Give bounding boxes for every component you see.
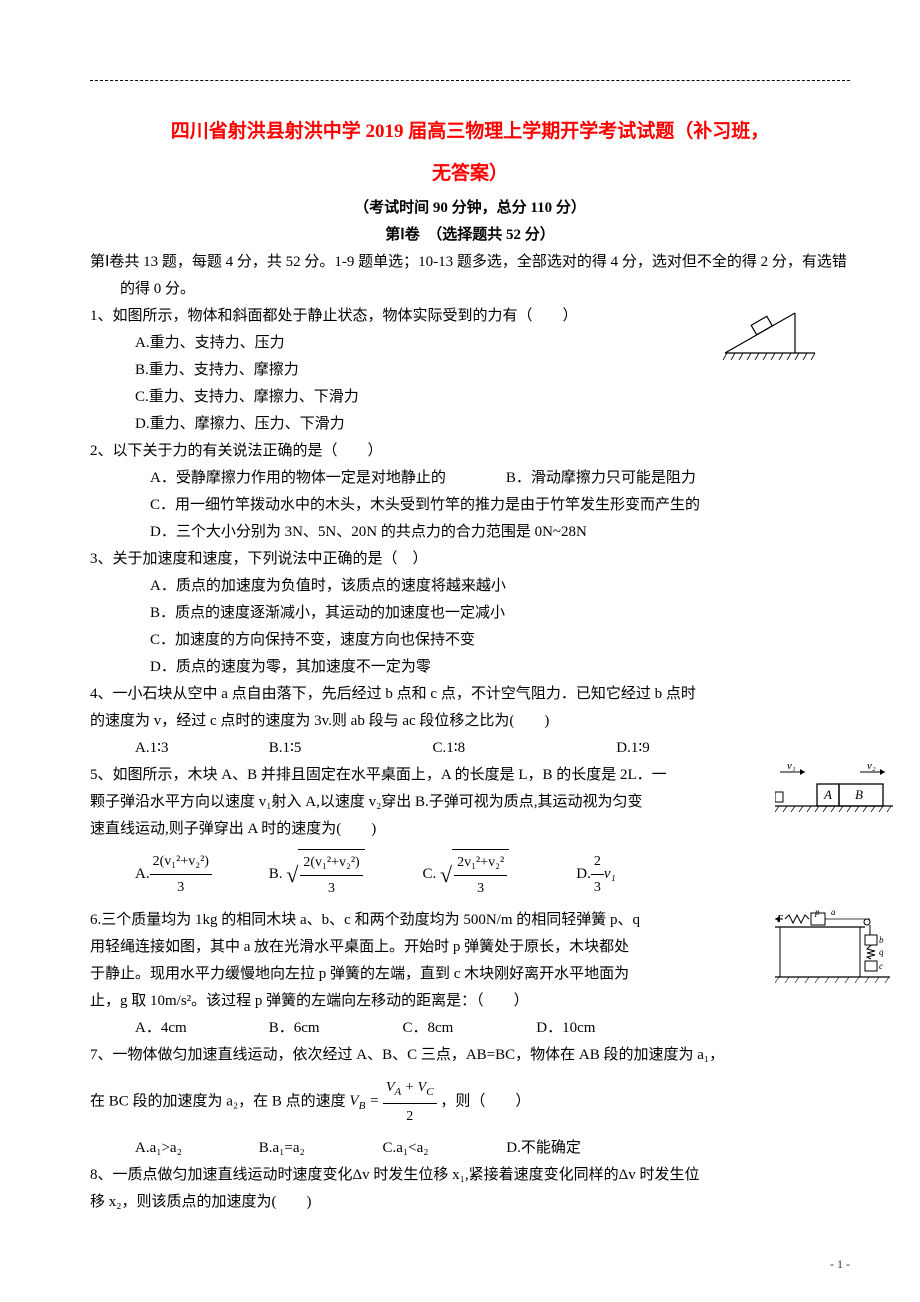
q4-stem1: 4、一小石块从空中 a 点自由落下，先后经过 b 点和 c 点，不计空气阻力．已… — [90, 681, 850, 708]
q3-opt-c: C．加速度的方向保持不变，速度方向也保持不变 — [90, 627, 850, 654]
q7-opt-a: A.a₁>a₂ — [135, 1135, 255, 1162]
q4-opt-a: A.1∶3 — [135, 735, 265, 762]
q2-opt-b: C．用一细竹竿拨动水中的木头，木头受到竹竿的推力是由于竹竿发生形变而产生的 — [90, 492, 850, 519]
svg-text:A: A — [823, 787, 832, 802]
q7-formula-num: VA + VC — [383, 1075, 437, 1104]
instructions: 第Ⅰ卷共 13 题，每题 4 分，共 52 分。1-9 题单选；10-13 题多… — [90, 249, 850, 303]
q7-stem1: 7、一物体做匀加速直线运动，依次经过 A、B、C 三点，AB=BC，物体在 AB… — [90, 1042, 850, 1069]
question-2: 2、以下关于力的有关说法正确的是（ ） A．受静摩擦力作用的物体一定是对地静止的… — [90, 438, 850, 546]
page-number: - 1 - — [830, 1257, 850, 1272]
q3-opt-a: A．质点的加速度为负值时，该质点的速度将越来越小 — [90, 573, 850, 600]
svg-text:q: q — [879, 947, 884, 957]
svg-text:B: B — [855, 787, 863, 802]
q3-opt-d: D．质点的速度为零，其加速度不一定为零 — [90, 654, 850, 681]
q5-stem2: 颗子弹沿水平方向以速度 v₁射入 A,以速度 v₂穿出 B.子弹可视为质点,其运… — [90, 789, 850, 816]
bullet-blocks-figure-icon: v₁ v₂ A B — [775, 762, 895, 817]
q7-opt-b: B.a₁=a₂ — [259, 1135, 379, 1162]
q6-opt-a: A．4cm — [135, 1015, 265, 1042]
main-title-line2: 无答案） — [90, 153, 850, 195]
q3-stem: 3、关于加速度和速度，下列说法中正确的是（ ） — [90, 546, 850, 573]
q4-options: A.1∶3 B.1∶5 C.1∶8 D.1∶9 — [90, 735, 850, 762]
question-4: 4、一小石块从空中 a 点自由落下，先后经过 b 点和 c 点，不计空气阻力．已… — [90, 681, 850, 762]
q5-opt-a: A.2(v₁²+v₂²)3 — [135, 849, 265, 900]
header-dash-line — [90, 80, 850, 81]
q8-stem2: 移 x₂，则该质点的加速度为( ) — [90, 1189, 850, 1216]
q2-stem: 2、以下关于力的有关说法正确的是（ ） — [90, 438, 850, 465]
svg-text:c: c — [879, 961, 883, 971]
q4-opt-d: D.1∶9 — [616, 735, 650, 762]
q1-opt-d: D.重力、摩擦力、压力、下滑力 — [90, 411, 850, 438]
q6-options: A．4cm B．6cm C．8cm D．10cm — [90, 1015, 850, 1042]
q2-opt-a: A．受静摩擦力作用的物体一定是对地静止的 B．滑动摩擦力只可能是阻力 — [90, 465, 850, 492]
q3-opt-b: B．质点的速度逐渐减小，其运动的加速度也一定减小 — [90, 600, 850, 627]
q5-opt-d: D.23v₁ — [576, 849, 615, 900]
svg-text:v₁: v₁ — [787, 762, 796, 772]
svg-text:b: b — [879, 935, 884, 945]
question-1: 1、如图所示，物体和斜面都处于静止状态，物体实际受到的力有（ ） A.重力、支持… — [90, 303, 850, 438]
question-7: 7、一物体做匀加速直线运动，依次经过 A、B、C 三点，AB=BC，物体在 AB… — [90, 1042, 850, 1162]
q8-stem1: 8、一质点做匀加速直线运动时速度变化Δv 时发生位移 x₁,紧接着速度变化同样的… — [90, 1162, 850, 1189]
q5-options: A.2(v₁²+v₂²)3 B. √2(v₁²+v₂²)3 C. √2v₁²+v… — [90, 843, 850, 907]
svg-text:v₂: v₂ — [867, 762, 876, 772]
exam-page: 四川省射洪县射洪中学 2019 届高三物理上学期开学考试试题（补习班， 无答案）… — [0, 0, 920, 1302]
section-heading: 第Ⅰ卷 （选择题共 52 分） — [90, 222, 850, 249]
q4-stem2: 的速度为 v，经过 c 点时的速度为 3v.则 ab 段与 ac 段位移之比为(… — [90, 708, 850, 735]
q7-opt-c: C.a₁<a₂ — [383, 1135, 503, 1162]
q7-options: A.a₁>a₂ B.a₁=a₂ C.a₁<a₂ D.不能确定 — [90, 1135, 850, 1162]
q5-opt-b: B. √2(v₁²+v₂²)3 — [269, 849, 419, 901]
q6-opt-d: D．10cm — [536, 1015, 595, 1042]
question-8: 8、一质点做匀加速直线运动时速度变化Δv 时发生位移 x₁,紧接着速度变化同样的… — [90, 1162, 850, 1216]
q6-stem2: 用轻绳连接如图，其中 a 放在光滑水平桌面上。开始时 p 弹簧处于原长，木块都处 — [90, 934, 850, 961]
svg-text:a: a — [831, 907, 836, 917]
q5-opt-c: C. √2v₁²+v₂²3 — [423, 849, 573, 901]
q5-stem1: 5、如图所示，木块 A、B 并排且固定在水平桌面上，A 的长度是 L，B 的长度… — [90, 762, 850, 789]
spring-system-figure-icon: F p a b q c — [775, 907, 890, 987]
q7-formula: VB = — [349, 1093, 383, 1109]
question-3: 3、关于加速度和速度，下列说法中正确的是（ ） A．质点的加速度为负值时，该质点… — [90, 546, 850, 681]
q1-opt-c: C.重力、支持力、摩擦力、下滑力 — [90, 384, 850, 411]
q5-stem3: 速直线运动,则子弹穿出 A 时的速度为( ) — [90, 816, 850, 843]
question-6: 6.三个质量均为 1kg 的相同木块 a、b、c 和两个劲度均为 500N/m … — [90, 907, 850, 1042]
svg-text:p: p — [814, 907, 820, 917]
q2-opt-c: D．三个大小分别为 3N、5N、20N 的共点力的合力范围是 0N~28N — [90, 519, 850, 546]
q7-stem2: 在 BC 段的加速度为 a₂，在 B 点的速度 VB = VA + VC2 ，则… — [90, 1069, 850, 1135]
incline-figure-icon — [715, 298, 825, 368]
question-5: 5、如图所示，木块 A、B 并排且固定在水平桌面上，A 的长度是 L，B 的长度… — [90, 762, 850, 907]
duration-info: （考试时间 90 分钟，总分 110 分） — [90, 195, 850, 222]
q4-opt-b: B.1∶5 — [269, 735, 429, 762]
q6-opt-b: B．6cm — [269, 1015, 399, 1042]
q6-stem1: 6.三个质量均为 1kg 的相同木块 a、b、c 和两个劲度均为 500N/m … — [90, 907, 850, 934]
main-title-line1: 四川省射洪县射洪中学 2019 届高三物理上学期开学考试试题（补习班， — [90, 111, 850, 153]
q7-opt-d: D.不能确定 — [506, 1135, 581, 1162]
q4-opt-c: C.1∶8 — [433, 735, 613, 762]
q6-stem3: 于静止。现用水平力缓慢地向左拉 p 弹簧的左端，直到 c 木块刚好离开水平地面为 — [90, 961, 850, 988]
q6-stem4: 止，g 取 10m/s²。该过程 p 弹簧的左端向左移动的距离是：（ ） — [90, 988, 850, 1015]
q6-opt-c: C．8cm — [403, 1015, 533, 1042]
